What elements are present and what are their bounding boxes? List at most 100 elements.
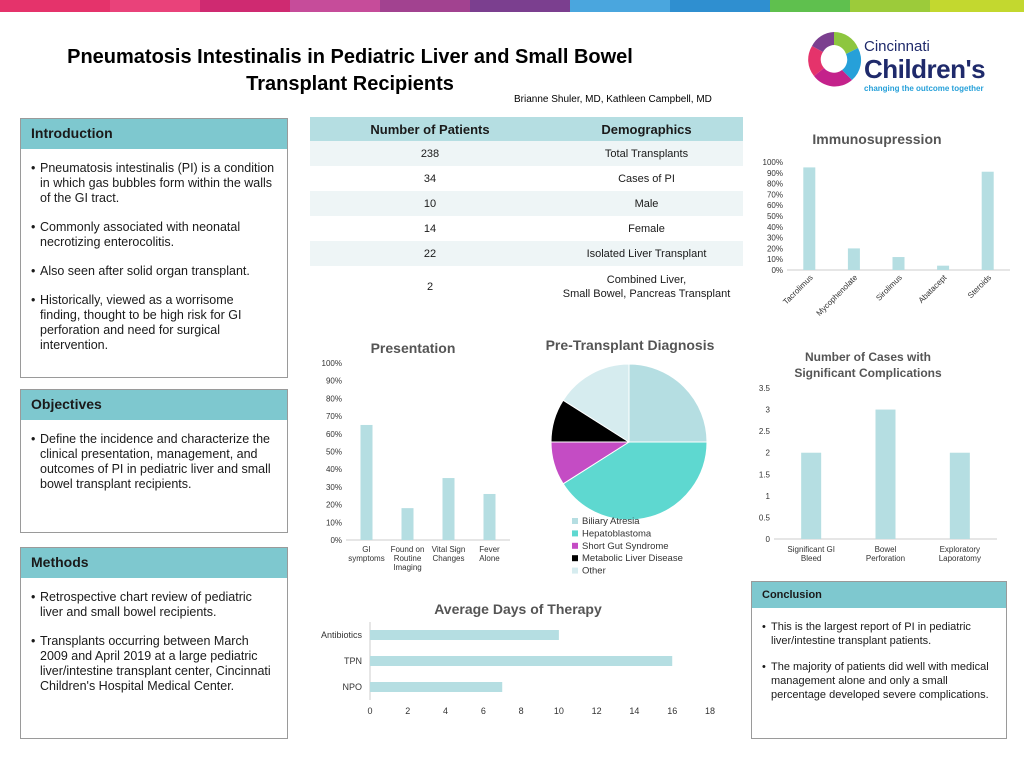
y-tick-label: 0.5 [759, 513, 771, 522]
x-tick-label: Imaging [393, 563, 421, 572]
x-tick-label: 12 [592, 706, 602, 716]
x-tick-label: Steroids [966, 273, 993, 300]
logo-tagline: changing the outcome together [864, 84, 984, 93]
y-tick-label: TPN [344, 656, 362, 666]
bar [370, 682, 503, 692]
table-row: 238 Total Transplants [310, 141, 743, 166]
conclusion-section: Conclusion This is the largest report of… [751, 581, 1007, 739]
conclusion-bullet: This is the largest report of PI in pedi… [762, 620, 996, 648]
bar [847, 248, 860, 270]
table-row: 14 Female [310, 216, 743, 241]
x-tick-label: 10 [554, 706, 564, 716]
pie-slice [628, 363, 708, 443]
y-tick-label: NPO [342, 682, 362, 692]
table-cell: Total Transplants [550, 141, 743, 166]
x-tick-label: 2 [405, 706, 410, 716]
chart-title: Immunosupression [812, 131, 941, 147]
bar [401, 508, 414, 540]
demographics-table: Number of Patients Demographics 238 Tota… [310, 117, 743, 308]
legend-label: Short Gut Syndrome [582, 541, 669, 552]
y-tick-label: 40% [767, 223, 783, 232]
chart-svg: Immunosupression 0% 10% 20%30% 40% 50% 60% 70%8… [763, 131, 1010, 318]
x-tick-label: symptoms [348, 554, 384, 563]
table-cell: 238 [310, 141, 550, 166]
legend-label: Other [582, 566, 606, 577]
x-tick-label: Changes [432, 554, 464, 563]
x-tick-label: Found on [391, 545, 425, 554]
cincinnati-childrens-logo: Cincinnati Children's changing the outco… [806, 28, 1006, 94]
y-tick-label: 0 [766, 535, 771, 544]
y-tick-label: 20% [767, 244, 783, 253]
introduction-section: Introduction Pneumatosis intestinalis (P… [20, 118, 288, 378]
y-tick-label: 10% [326, 518, 342, 527]
chart-title: Significant Complications [794, 366, 942, 380]
table-cell: 10 [310, 191, 550, 216]
x-tick-label: 0 [367, 706, 372, 716]
y-tick-label: 0% [771, 266, 783, 275]
intro-bullet: Commonly associated with neonatal necrot… [31, 220, 277, 250]
legend-swatch [572, 530, 578, 537]
table-cell: 22 [310, 241, 550, 266]
conclusion-bullet: The majority of patients did well with m… [762, 660, 996, 702]
intro-bullet: Also seen after solid organ transplant. [31, 264, 277, 279]
y-tick-label: 100% [763, 158, 783, 167]
x-tick-label: Abatacept [917, 273, 949, 305]
y-tick-label: 2 [766, 449, 771, 458]
objectives-bullet: Define the incidence and characterize th… [31, 432, 277, 492]
x-tick-label: Tacrolimus [781, 273, 814, 306]
table-cell: Cases of PI [550, 166, 743, 191]
x-tick-label: Sirolimus [874, 273, 904, 303]
y-tick-label: 70% [326, 412, 342, 421]
table-header-row: Number of Patients Demographics [310, 117, 743, 141]
y-tick-label: 90% [326, 377, 342, 386]
y-tick-label: 30% [767, 234, 783, 243]
bar [360, 424, 373, 540]
objectives-heading: Objectives [21, 390, 287, 420]
x-tick-label: Bleed [801, 554, 821, 563]
logo-text-line2: Children's [864, 54, 986, 84]
poster-title-line2: Transplant Recipients [246, 73, 454, 95]
y-tick-label: 50% [767, 212, 783, 221]
conclusion-heading: Conclusion [752, 582, 1006, 608]
table-header-cell: Number of Patients [310, 117, 550, 141]
table-cell: Isolated Liver Transplant [550, 241, 743, 266]
table-header-cell: Demographics [550, 117, 743, 141]
poster-title-line1: Pneumatosis Intestinalis in Pediatric Li… [67, 46, 633, 68]
intro-bullet: Historically, viewed as a worrisome find… [31, 293, 277, 353]
bar [937, 265, 950, 270]
poster-title: Pneumatosis Intestinalis in Pediatric Li… [20, 44, 680, 98]
introduction-heading: Introduction [21, 119, 287, 149]
y-tick-label: 80% [326, 394, 342, 403]
bar [483, 493, 496, 540]
pie-slice [562, 363, 630, 443]
table-cell: Female [550, 216, 743, 241]
x-tick-label: Exploratory [940, 545, 980, 554]
x-tick-label: 4 [443, 706, 448, 716]
bar [875, 409, 896, 539]
presentation-chart: Presentation 0% 10% 20% 30% 40% 50% 60% 70% 80% 90… [310, 336, 520, 586]
table-row: 10 Male [310, 191, 743, 216]
x-tick-label: Vital Sign [432, 545, 466, 554]
legend-label: Metabolic Liver Disease [582, 553, 683, 564]
bar [803, 167, 816, 270]
x-tick-label: 18 [705, 706, 715, 716]
methods-heading: Methods [21, 548, 287, 578]
x-tick-label: Bowel [875, 545, 897, 554]
x-tick-label: GI [362, 545, 370, 554]
x-tick-label: Significant GI [787, 545, 835, 554]
y-tick-label: 80% [767, 180, 783, 189]
pre-transplant-diagnosis-chart: Pre-Transplant Diagnosis Biliary Atresia H… [530, 334, 740, 584]
chart-svg: Number of Cases with Significant Complica… [759, 350, 997, 563]
legend-swatch [572, 555, 578, 562]
y-tick-label: 40% [326, 465, 342, 474]
legend-swatch [572, 542, 578, 549]
y-tick-label: 1 [766, 492, 771, 501]
legend-label: Hepatoblastoma [582, 528, 652, 539]
table-cell: Male [550, 191, 743, 216]
chart-title: Pre-Transplant Diagnosis [546, 337, 715, 353]
y-tick-label: 60% [767, 201, 783, 210]
y-tick-label: 3 [766, 406, 771, 415]
logo-text-line1: Cincinnati [864, 38, 930, 55]
x-tick-label: Routine [394, 554, 422, 563]
table-cell: 34 [310, 166, 550, 191]
